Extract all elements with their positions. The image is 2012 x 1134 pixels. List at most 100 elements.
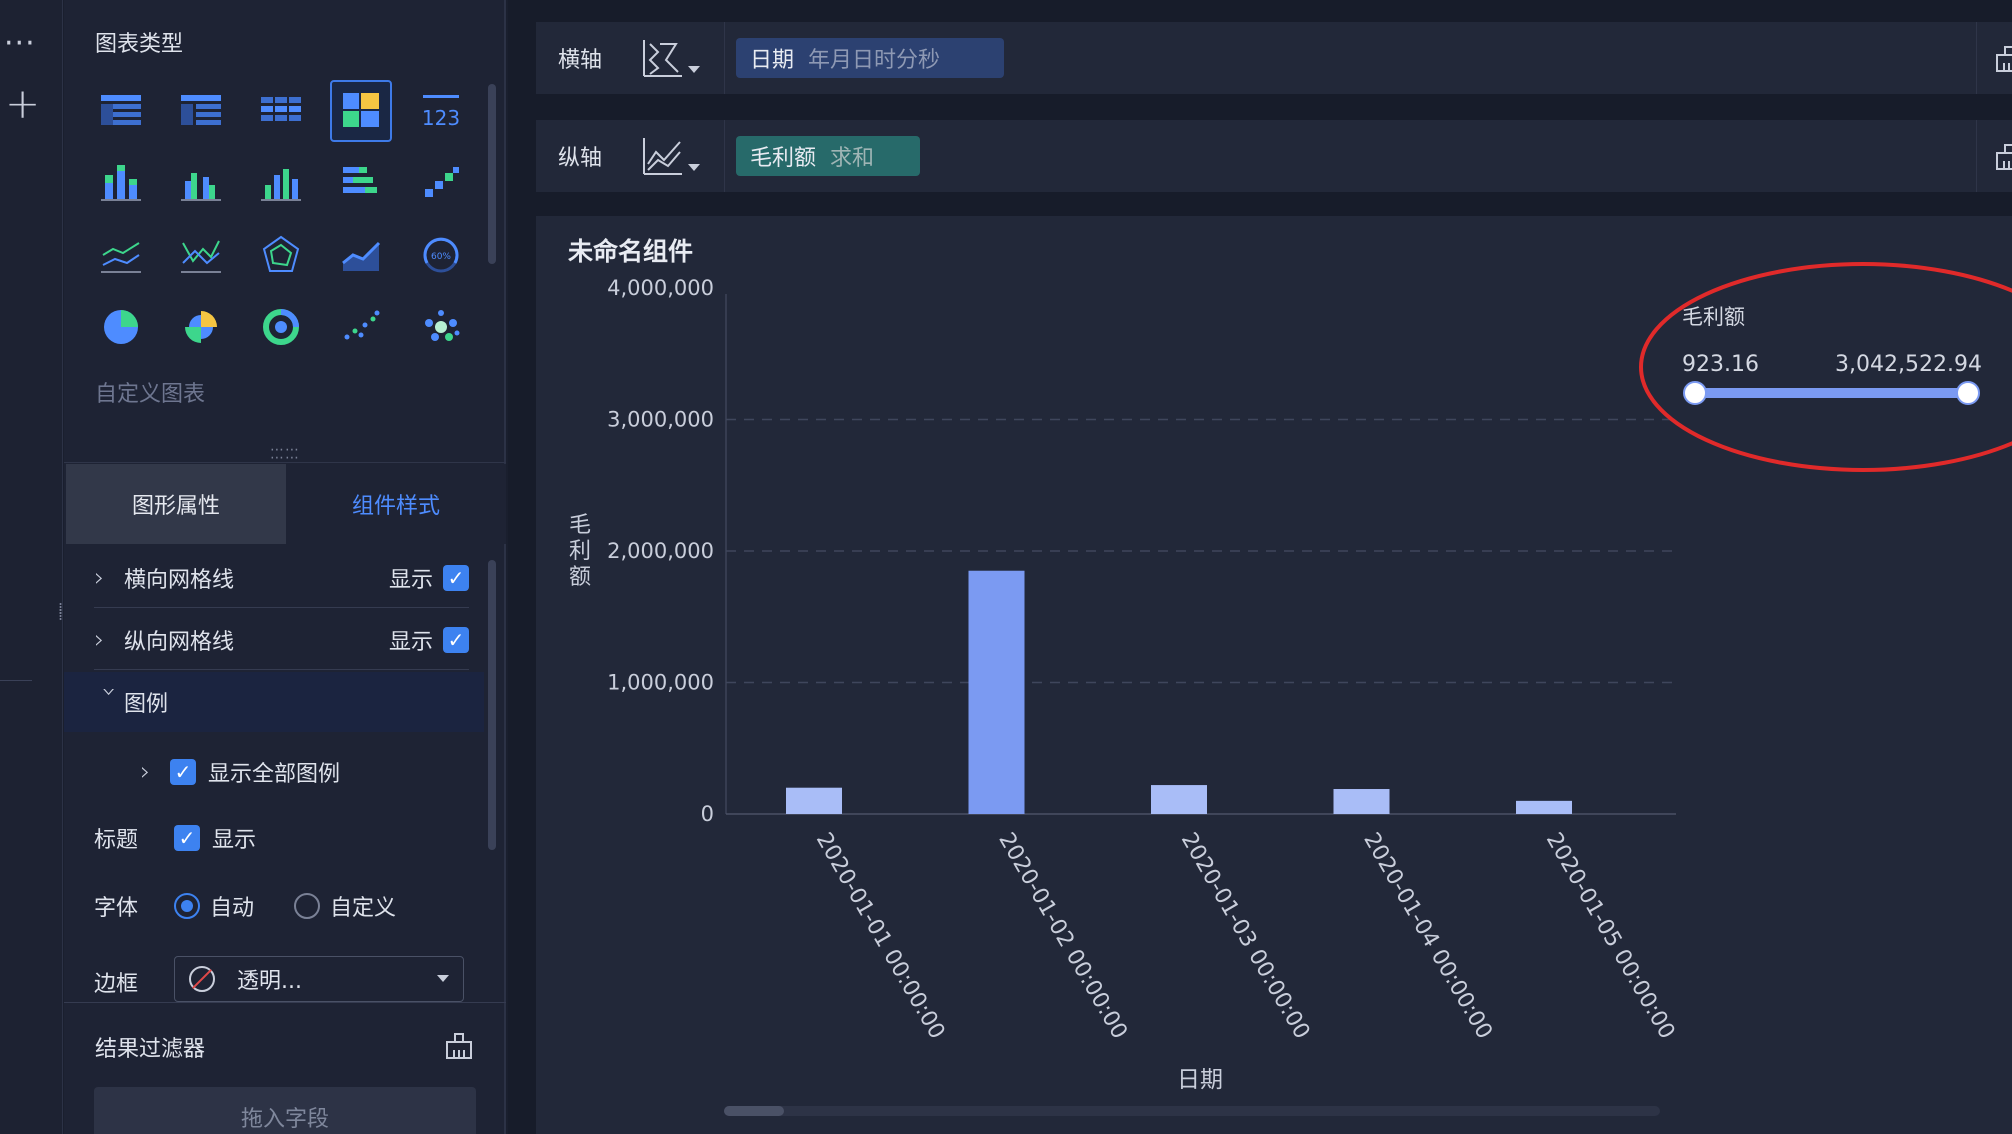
bar [1333,789,1390,814]
chevron-right-icon[interactable]: › [94,624,105,655]
divider [64,462,506,463]
range-legend-title: 毛利额 [1682,305,1745,329]
h-grid-label: 横向网格线 [124,567,235,593]
x-tick-label: 2020-01-02 00:00:00 [993,829,1131,1044]
scrollbar[interactable] [488,560,496,850]
column-icon[interactable] [250,152,312,214]
x-field-name: 日期 [750,48,795,73]
show-all-legend-row[interactable]: › ✓ 显示全部图例 [140,756,340,788]
y-tick-label: 0 [701,802,714,826]
bar-chart: 4,000,000 3,000,000 2,000,000 1,000,000 0 202… [569,262,2012,1093]
horizontal-bar-icon[interactable] [330,152,392,214]
x-field-pill[interactable]: 日期 年月日时分秒 [736,38,1004,78]
rose-pie-icon[interactable] [170,296,232,358]
legend-section-header[interactable]: › 图例 [64,672,484,732]
x-axis-label: 横轴 [558,48,603,73]
chart-card[interactable]: 4,000,000 3,000,000 2,000,000 1,000,000 0 202… [536,216,2012,1134]
h-grid-checkbox[interactable]: ✓ [443,564,469,591]
waterfall-icon[interactable] [410,152,472,214]
scrollbar-thumb[interactable] [724,1106,784,1116]
pie-icon[interactable] [90,296,152,358]
divider [724,22,725,94]
font-custom-radio[interactable] [294,893,321,919]
divider [1976,120,1977,192]
svg-text:123: 123 [422,106,460,130]
scatter-icon[interactable] [330,296,392,358]
x-field-granularity: 年月日时分秒 [808,48,941,73]
table-icon[interactable] [90,80,152,142]
h-grid-row[interactable]: › 横向网格线 显示 ✓ [94,548,469,608]
clear-icon[interactable] [1994,44,2012,74]
result-filter-section: 结果过滤器 拖入字段 [64,1002,506,1134]
bar [1516,800,1572,814]
chevron-down-icon[interactable] [688,164,700,171]
border-label: 边框 [94,972,139,997]
bar [1151,785,1207,814]
title-show-checkbox[interactable]: ✓ [174,825,200,851]
custom-chart-link[interactable]: 自定义图表 [95,382,206,407]
area-icon[interactable] [330,224,392,286]
resize-handle-icon[interactable]: ⁞ ⁞ [58,599,63,624]
scrollbar[interactable] [488,84,496,264]
range-legend-max: 3,042,522.94 [1835,352,1982,377]
add-icon[interactable]: + [5,79,41,128]
chevron-right-icon[interactable]: › [140,757,151,787]
range-slider-max-handle[interactable] [1956,381,1980,405]
ring-icon[interactable] [250,296,312,358]
grouped-bar-icon[interactable] [170,152,232,214]
x-tick-label: 2020-01-01 00:00:00 [811,829,949,1044]
horizontal-scrollbar[interactable] [724,1106,1660,1116]
x-axis-type-icon[interactable] [640,36,686,80]
chevron-right-icon[interactable]: › [94,562,105,593]
y-axis-title: 毛利额 [569,513,591,590]
show-all-legend-label: 显示全部图例 [208,762,341,787]
highlight-circle [1639,262,2012,472]
font-label: 字体 [94,896,139,921]
clear-icon[interactable] [1994,142,2012,172]
detail-table-icon[interactable] [250,80,312,142]
gauge-icon[interactable]: 60% [410,224,472,286]
range-slider-min-handle[interactable] [1683,381,1707,405]
y-tick-label: 3,000,000 [607,408,714,432]
divider [724,120,725,192]
tab-graphic-properties[interactable]: 图形属性 [66,464,286,544]
y-axis-label: 纵轴 [558,146,603,171]
chevron-down-icon [437,975,449,982]
y-field-pill[interactable]: 毛利额 求和 [736,136,920,176]
v-grid-show-label: 显示 [388,629,433,655]
chevron-down-icon[interactable]: › [94,687,124,698]
border-select[interactable]: 透明... [174,956,464,1002]
chart-title[interactable]: 未命名组件 [568,237,694,266]
font-auto-radio[interactable] [174,893,200,919]
y-tick-label: 1,000,000 [607,671,714,695]
clear-icon[interactable] [444,1031,474,1061]
splitter-handle-icon[interactable]: ⋯⋯ ⋯⋯ [270,442,300,466]
y-tick-label: 2,000,000 [607,539,714,563]
x-tick-label: 2020-01-03 00:00:00 [1176,829,1314,1044]
line-icon[interactable] [170,224,232,286]
more-icon[interactable]: ··· [4,26,36,61]
show-all-legend-checkbox[interactable]: ✓ [170,759,196,785]
chevron-down-icon[interactable] [688,66,700,73]
tab-component-style[interactable]: 组件样式 [286,464,506,544]
result-filter-title: 结果过滤器 [95,1037,206,1062]
bubble-icon[interactable] [410,296,472,358]
v-grid-checkbox[interactable]: ✓ [443,626,469,653]
cross-table-icon[interactable] [170,80,232,142]
x-axis-bar: 横轴 日期 年月日时分秒 [536,22,2012,94]
stacked-bar-icon[interactable] [90,152,152,214]
title-show-label: 显示 [212,828,257,853]
font-row: 字体 自动 自定义 [94,890,396,922]
radar-icon[interactable] [250,224,312,286]
y-tick-label: 4,000,000 [607,276,714,300]
heatmap-table-icon[interactable] [330,80,392,142]
multi-line-icon[interactable] [90,224,152,286]
svg-text:60%: 60% [431,252,451,262]
filter-drop-zone[interactable]: 拖入字段 [94,1087,476,1134]
font-auto-label: 自动 [210,896,255,921]
number-card-icon[interactable]: 123 [410,80,472,142]
v-grid-label: 纵向网格线 [124,629,235,655]
divider [1976,22,1977,94]
y-axis-type-icon[interactable] [640,134,686,178]
v-grid-row[interactable]: › 纵向网格线 显示 ✓ [94,610,469,670]
